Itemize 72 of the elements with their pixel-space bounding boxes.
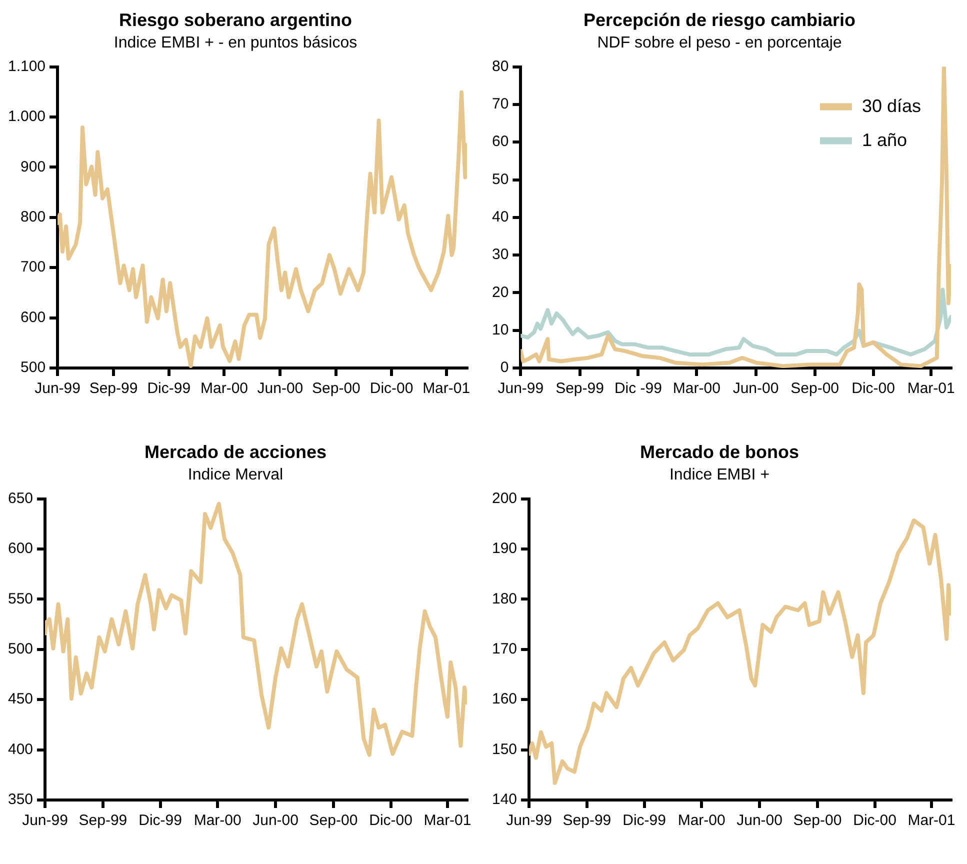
y-tick-label: 150 bbox=[492, 740, 518, 758]
x-tick-label: Sep-00 bbox=[790, 380, 840, 398]
y-tick-label: 700 bbox=[20, 258, 46, 276]
legend-label: 30 días bbox=[862, 96, 921, 116]
y-tick-label: 40 bbox=[492, 208, 509, 226]
x-tick-label: Dic-00 bbox=[852, 380, 895, 398]
y-tick-label: 50 bbox=[492, 170, 509, 188]
x-tick-label: Dic-00 bbox=[369, 812, 412, 830]
x-tick-label: Jun-99 bbox=[498, 380, 544, 398]
x-tick-label: Sep-99 bbox=[78, 812, 128, 830]
chart-subtitle: Indice Merval bbox=[188, 466, 284, 484]
x-tick-label: Sep-99 bbox=[556, 380, 604, 398]
x-tick-label: Sep-00 bbox=[793, 812, 842, 830]
y-tick-label: 600 bbox=[8, 540, 34, 558]
y-tick-label: 350 bbox=[8, 791, 34, 808]
x-tick-label: Jun-00 bbox=[257, 380, 304, 398]
x-tick-label: Sep-00 bbox=[309, 812, 358, 830]
chart-title: Riesgo soberano argentino bbox=[118, 10, 352, 30]
y-tick-label: 650 bbox=[8, 490, 34, 507]
x-tick-label: Dic-99 bbox=[622, 812, 666, 830]
legend-label: 1 año bbox=[862, 130, 907, 150]
y-tick-label: 500 bbox=[8, 640, 34, 658]
x-tick-label: Sep-99 bbox=[562, 812, 612, 830]
x-tick-label: Jun-00 bbox=[736, 812, 782, 830]
y-tick-label: 0 bbox=[500, 359, 509, 376]
y-tick-label: 200 bbox=[492, 490, 518, 507]
x-tick-label: Jun-99 bbox=[22, 812, 68, 830]
y-tick-label: 20 bbox=[492, 284, 509, 301]
y-tick-label: 10 bbox=[492, 321, 509, 338]
y-tick-label: 60 bbox=[492, 133, 509, 150]
x-tick-label: Dic-00 bbox=[853, 812, 896, 830]
chart-subtitle: Indice EMBI + bbox=[669, 466, 770, 484]
x-tick-label: Jun-99 bbox=[34, 380, 80, 398]
x-tick-label: Mar-01 bbox=[422, 380, 470, 398]
chart-title: Mercado de acciones bbox=[144, 442, 327, 462]
x-tick-label: Mar-01 bbox=[424, 812, 472, 830]
chart-subtitle: Indice EMBI + - en puntos básicos bbox=[114, 34, 358, 52]
y-tick-label: 140 bbox=[492, 791, 518, 808]
chart-title: Percepción de riesgo cambiario bbox=[583, 10, 856, 30]
x-tick-label: Sep-00 bbox=[312, 380, 360, 398]
y-tick-label: 30 bbox=[492, 246, 509, 264]
x-tick-label: Dic-99 bbox=[147, 380, 191, 398]
x-tick-label: Mar-01 bbox=[908, 812, 956, 830]
y-tick-label: 80 bbox=[492, 58, 509, 75]
y-tick-label: 900 bbox=[20, 158, 46, 176]
x-tick-label: Jun-00 bbox=[732, 380, 779, 398]
x-tick-label: Dic-99 bbox=[138, 812, 182, 830]
y-tick-label: 400 bbox=[8, 740, 34, 758]
y-tick-label: 600 bbox=[20, 308, 46, 326]
x-tick-label: Jun-99 bbox=[506, 812, 552, 830]
y-tick-label: 70 bbox=[492, 96, 509, 113]
y-tick-label: 1.000 bbox=[8, 108, 46, 126]
chart-title: Mercado de bonos bbox=[640, 442, 800, 462]
x-tick-label: Mar-00 bbox=[672, 380, 720, 398]
x-tick-label: Mar-00 bbox=[200, 380, 248, 398]
y-tick-label: 500 bbox=[20, 359, 46, 376]
y-tick-label: 160 bbox=[492, 690, 518, 708]
y-tick-label: 170 bbox=[492, 640, 518, 658]
x-tick-label: Mar-00 bbox=[678, 812, 726, 830]
x-tick-label: Sep-99 bbox=[89, 380, 138, 398]
x-tick-label: Dic -99 bbox=[614, 380, 662, 398]
y-tick-label: 190 bbox=[492, 540, 518, 558]
x-tick-label: Dic-00 bbox=[370, 380, 414, 398]
x-tick-label: Mar-01 bbox=[907, 380, 955, 398]
x-tick-label: Mar-00 bbox=[194, 812, 242, 830]
y-tick-label: 550 bbox=[8, 590, 34, 608]
y-tick-label: 800 bbox=[20, 208, 46, 226]
y-tick-label: 450 bbox=[8, 690, 34, 708]
y-tick-label: 180 bbox=[492, 590, 518, 608]
x-tick-label: Jun-00 bbox=[252, 812, 298, 830]
chart-subtitle: NDF sobre el peso - en porcentaje bbox=[597, 34, 842, 52]
y-tick-label: 1.100 bbox=[8, 58, 46, 75]
